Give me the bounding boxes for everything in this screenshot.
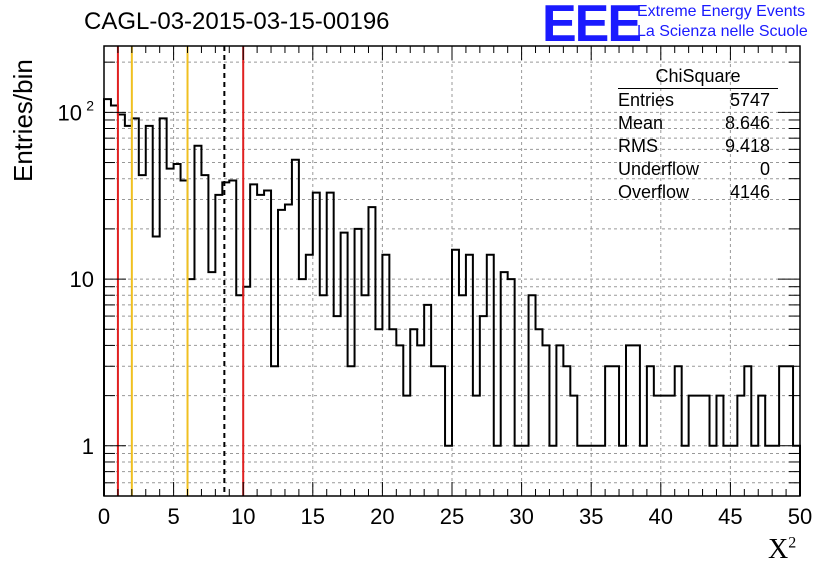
- y-tick-label: 1: [82, 434, 94, 459]
- x-tick-label: 35: [579, 504, 603, 529]
- stat-row-mean: Mean 8.646: [612, 112, 778, 135]
- y-tick-label-exp: 2: [86, 97, 94, 113]
- x-axis-label-main: X: [768, 534, 789, 565]
- x-tick-label: 45: [718, 504, 742, 529]
- logo-line-1: Extreme Energy Events: [637, 3, 806, 20]
- stat-row-entries: Entries 5747: [612, 89, 778, 112]
- stats-title: ChiSquare: [618, 66, 778, 89]
- eee-logo: EEE: [542, 0, 642, 53]
- x-tick-label: 15: [301, 504, 325, 529]
- stat-value: 4146: [729, 182, 770, 202]
- logo-line-2: La Scienza nelle Scuole: [637, 23, 808, 40]
- stat-label: Mean: [618, 113, 664, 133]
- x-tick-label: 0: [98, 504, 110, 529]
- histogram-line: [103, 98, 801, 496]
- y-tick-label: 10: [58, 100, 82, 125]
- stat-label: RMS: [618, 136, 658, 156]
- x-tick-label: 30: [509, 504, 533, 529]
- stat-value: 5747: [729, 90, 770, 110]
- stat-row-overflow: Overflow 4146: [612, 181, 778, 204]
- chart-title: CAGL-03-2015-03-15-00196: [84, 8, 390, 35]
- x-tick-label: 5: [167, 504, 179, 529]
- stat-label: Overflow: [618, 182, 690, 202]
- stat-label: Entries: [618, 90, 675, 110]
- stat-value: 9.418: [724, 136, 770, 156]
- x-axis-label: X2: [768, 534, 796, 566]
- stat-label: Underflow: [618, 159, 700, 179]
- x-tick-label: 50: [788, 504, 812, 529]
- stats-box: ChiSquare Entries 5747 Mean 8.646 RMS 9.418…: [612, 66, 778, 204]
- x-tick-label: 10: [231, 504, 255, 529]
- stat-row-underflow: Underflow 0: [612, 158, 778, 181]
- x-tick-label: 25: [440, 504, 464, 529]
- y-axis-label: Entries/bin: [8, 59, 38, 182]
- x-axis-label-sup: 2: [788, 534, 797, 552]
- stat-value: 8.646: [724, 113, 770, 133]
- stat-value: 0: [759, 159, 770, 179]
- x-tick-label: 40: [649, 504, 673, 529]
- y-tick-label: 10: [70, 267, 94, 292]
- logo-text: Extreme Energy Events La Scienza nelle S…: [637, 2, 808, 42]
- x-tick-label: 20: [370, 504, 394, 529]
- stat-row-rms: RMS 9.418: [612, 135, 778, 158]
